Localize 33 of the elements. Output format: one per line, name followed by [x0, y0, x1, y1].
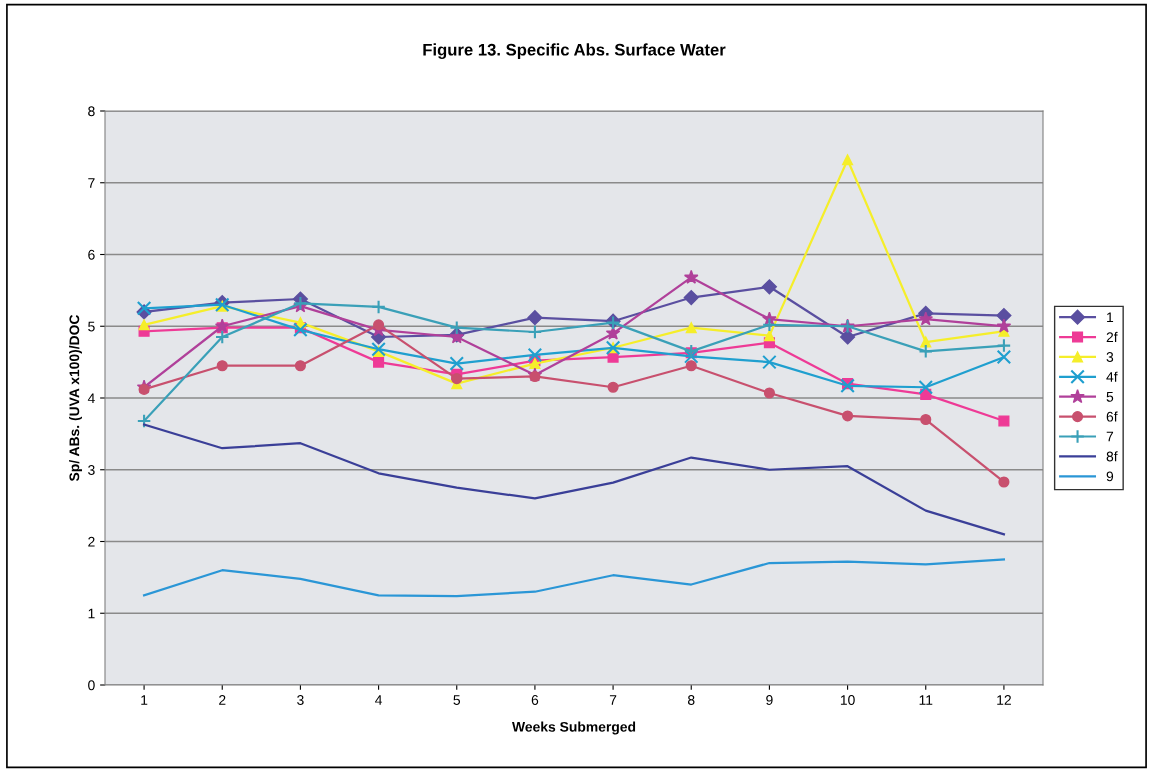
y-tick-label: 7 — [88, 178, 95, 188]
x-tick-label: 6 — [531, 695, 539, 705]
x-tick-label: 10 — [840, 695, 855, 705]
y-tick-label: 3 — [88, 465, 95, 475]
legend-label: 7 — [1106, 431, 1114, 442]
y-tick-label: 0 — [88, 680, 95, 691]
legend-label: 6f — [1106, 411, 1118, 422]
y-axis-title: Sp/ ABs. (UVA x100)/DOC — [69, 314, 82, 482]
legend-label: 9 — [1106, 471, 1114, 482]
x-tick-label: 12 — [997, 695, 1011, 705]
y-tick-label: 6 — [88, 249, 95, 260]
x-tick-label: 9 — [766, 695, 773, 705]
x-tick-label: 8 — [687, 695, 695, 705]
y-tick-label: 2 — [88, 536, 95, 547]
legend-label: 3 — [1106, 352, 1114, 362]
legend-label: 1 — [1107, 312, 1114, 323]
y-tick-label: 1 — [88, 608, 95, 619]
x-tick-label: 4 — [375, 695, 383, 705]
x-tick-label: 1 — [141, 695, 148, 705]
y-tick-label: 8 — [88, 106, 95, 117]
legend-label: 2f — [1106, 331, 1118, 342]
legend-label: 4f — [1106, 371, 1118, 382]
x-axis-title: Weeks Submerged — [512, 721, 636, 735]
y-tick-label: 5 — [88, 321, 95, 332]
x-tick-label: 11 — [919, 695, 933, 705]
legend-label: 5 — [1106, 392, 1114, 402]
x-tick-label: 7 — [609, 695, 617, 705]
legend-label: 8f — [1106, 451, 1118, 462]
x-tick-label: 3 — [297, 695, 304, 705]
y-tick-label: 4 — [87, 393, 95, 404]
x-tick-label: 5 — [453, 695, 461, 705]
x-tick-label: 2 — [219, 695, 226, 705]
chart-title: Figure 13. Specific Abs. Surface Water — [423, 43, 726, 59]
